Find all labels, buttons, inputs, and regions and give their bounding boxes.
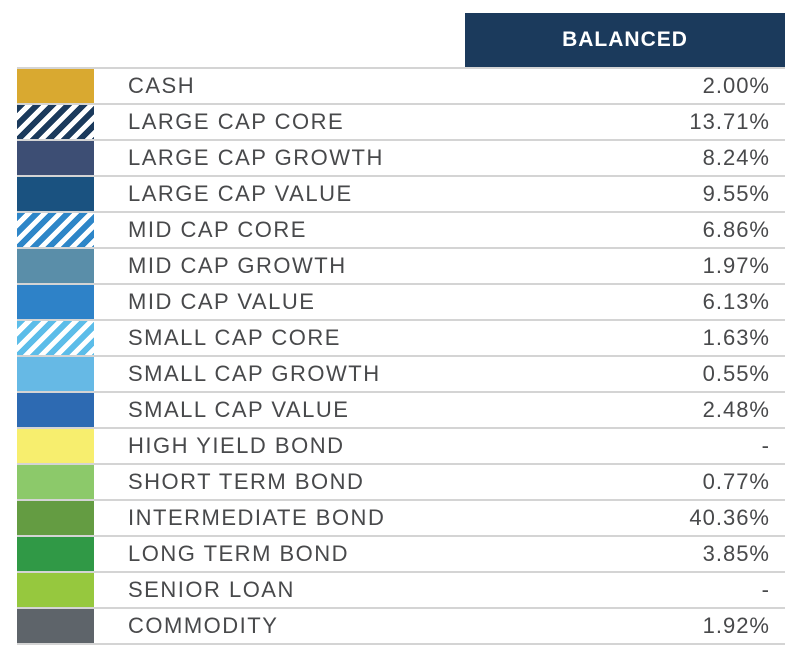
table-row: HIGH YIELD BOND - xyxy=(17,429,785,465)
table-row: SMALL CAP GROWTH 0.55% xyxy=(17,357,785,393)
column-header-balanced: BALANCED xyxy=(465,13,785,67)
row-value: 1.97% xyxy=(702,253,770,278)
row-label: SHORT TERM BOND xyxy=(128,469,365,494)
table-row: COMMODITY 1.92% xyxy=(17,609,785,645)
row-color-swatch xyxy=(17,501,94,535)
table-row: INTERMEDIATE BOND 40.36% xyxy=(17,501,785,537)
row-label: LARGE CAP CORE xyxy=(128,109,345,134)
row-label: CASH xyxy=(128,73,196,98)
row-value: - xyxy=(761,577,770,602)
table-body: CASH 2.00% LARGE CAP CORE 13.71% LARGE C… xyxy=(17,67,785,645)
row-label: SMALL CAP VALUE xyxy=(128,397,350,422)
row-color-swatch xyxy=(17,249,94,283)
table-row: CASH 2.00% xyxy=(17,69,785,105)
row-color-swatch xyxy=(17,573,94,607)
row-value: 0.55% xyxy=(702,361,770,386)
row-value: 8.24% xyxy=(702,145,770,170)
column-header-label: BALANCED xyxy=(562,28,688,51)
row-value: 1.63% xyxy=(702,325,770,350)
row-color-swatch xyxy=(17,321,94,355)
row-color-swatch xyxy=(17,465,94,499)
row-value: 6.86% xyxy=(702,217,770,242)
row-value: 6.13% xyxy=(702,289,770,314)
row-label: MID CAP GROWTH xyxy=(128,253,347,278)
row-color-swatch xyxy=(17,393,94,427)
row-color-swatch xyxy=(17,537,94,571)
row-value: 13.71% xyxy=(689,109,770,134)
table-row: SMALL CAP VALUE 2.48% xyxy=(17,393,785,429)
table-row: MID CAP VALUE 6.13% xyxy=(17,285,785,321)
row-color-swatch xyxy=(17,177,94,211)
table-row: SMALL CAP CORE 1.63% xyxy=(17,321,785,357)
row-color-swatch xyxy=(17,609,94,643)
row-label: LONG TERM BOND xyxy=(128,541,350,566)
row-value: 40.36% xyxy=(689,505,770,530)
row-value: 3.85% xyxy=(702,541,770,566)
row-value: 2.00% xyxy=(702,73,770,98)
row-label: MID CAP CORE xyxy=(128,217,307,242)
row-color-swatch xyxy=(17,285,94,319)
row-value: 1.92% xyxy=(702,613,770,638)
table-row: LARGE CAP VALUE 9.55% xyxy=(17,177,785,213)
row-color-swatch xyxy=(17,141,94,175)
row-label: LARGE CAP GROWTH xyxy=(128,145,384,170)
row-color-swatch xyxy=(17,69,94,103)
row-value: 2.48% xyxy=(702,397,770,422)
row-color-swatch xyxy=(17,429,94,463)
row-color-swatch xyxy=(17,105,94,139)
row-label: INTERMEDIATE BOND xyxy=(128,505,386,530)
row-color-swatch xyxy=(17,357,94,391)
row-value: 0.77% xyxy=(702,469,770,494)
table-row: LARGE CAP CORE 13.71% xyxy=(17,105,785,141)
table-row: LONG TERM BOND 3.85% xyxy=(17,537,785,573)
table-row: LARGE CAP GROWTH 8.24% xyxy=(17,141,785,177)
row-value: - xyxy=(761,433,770,458)
table-row: MID CAP CORE 6.86% xyxy=(17,213,785,249)
row-label: HIGH YIELD BOND xyxy=(128,433,345,458)
row-label: SMALL CAP GROWTH xyxy=(128,361,381,386)
table-row: SHORT TERM BOND 0.77% xyxy=(17,465,785,501)
row-label: LARGE CAP VALUE xyxy=(128,181,353,206)
row-label: SMALL CAP CORE xyxy=(128,325,341,350)
table-row: SENIOR LOAN - xyxy=(17,573,785,609)
row-label: MID CAP VALUE xyxy=(128,289,316,314)
row-value: 9.55% xyxy=(702,181,770,206)
table-row: MID CAP GROWTH 1.97% xyxy=(17,249,785,285)
row-color-swatch xyxy=(17,213,94,247)
row-label: COMMODITY xyxy=(128,613,279,638)
row-label: SENIOR LOAN xyxy=(128,577,295,602)
